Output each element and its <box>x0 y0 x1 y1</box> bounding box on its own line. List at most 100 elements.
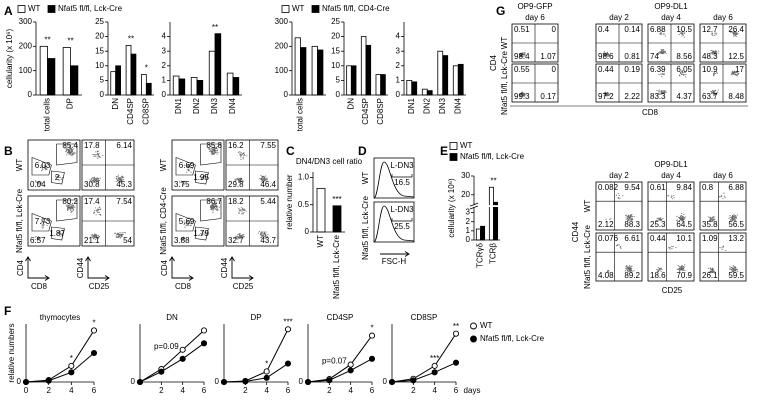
dot-texture <box>656 70 687 95</box>
y-tick-label: 100 <box>275 66 289 75</box>
panel-letter: C <box>286 144 295 158</box>
arrow-head <box>25 256 50 281</box>
quadrant-value: 74 <box>650 52 659 61</box>
plot-frame <box>373 157 415 199</box>
y-axis-label: relative numbers <box>7 323 16 382</box>
y-tick-label: 15 <box>95 46 104 55</box>
dot-texture <box>710 70 740 96</box>
point <box>90 327 98 334</box>
line <box>391 333 457 383</box>
significance: * <box>145 64 148 73</box>
bar <box>437 50 444 96</box>
bar <box>311 45 318 96</box>
quadrant-value: 63.7 <box>702 92 718 101</box>
plot-frame <box>595 232 643 282</box>
dot-texture <box>90 206 127 240</box>
point <box>68 362 75 369</box>
quadrant-value: 0.076 <box>598 234 619 243</box>
bar <box>316 187 326 233</box>
y-tick-label: 3 <box>396 46 401 55</box>
axis-label: CD4 <box>489 54 498 71</box>
quadrant-value: 29.8 <box>228 180 244 189</box>
bar <box>226 72 234 96</box>
bar <box>332 205 342 233</box>
line <box>139 342 205 383</box>
quadrant-value: 48.3 <box>702 52 718 61</box>
row-label: WT <box>500 37 509 50</box>
gate-value: 85.8 <box>206 141 222 150</box>
y-tick-label: 0 <box>17 377 22 386</box>
quadrant-value: 0 <box>552 65 557 74</box>
dot-texture <box>602 51 611 57</box>
y-tick-label: 20 <box>95 32 104 41</box>
gate-value: 25.5 <box>394 222 410 231</box>
y-tick-label: 20 <box>461 190 470 199</box>
y-tick-label: 0 <box>396 90 401 99</box>
bar <box>350 65 357 96</box>
y-tick-label: 5 <box>336 76 341 85</box>
bar <box>214 33 222 96</box>
category-label: DN2 <box>422 97 431 114</box>
quadrant-value: 10.9 <box>702 65 718 74</box>
y-tick-label: 0 <box>299 377 304 386</box>
quadrant-value: 32.7 <box>228 236 244 245</box>
row-label: WT <box>361 172 370 185</box>
x-tick-label: 2 <box>411 386 416 395</box>
column-day: day 2 <box>609 171 629 180</box>
row-label: Nfat5 fl/fl, Lck-Cre <box>583 224 592 289</box>
x-tick-label: 6 <box>454 386 459 395</box>
y-tick-label: 2 <box>466 217 471 226</box>
point <box>136 378 144 386</box>
quadrant-value: 6.14 <box>116 141 132 150</box>
axis-label: CD4 <box>16 259 25 276</box>
point <box>347 361 354 368</box>
gate-value: 6.57 <box>30 236 46 245</box>
line <box>223 329 289 383</box>
quadrant-value: 10.1 <box>676 234 692 243</box>
bar <box>47 58 56 96</box>
category-label: TCRβ <box>489 243 498 264</box>
quadrant-value: 16.2 <box>228 141 244 150</box>
quadrant-value: 10.5 <box>676 25 692 34</box>
category-label: DN1 <box>407 97 416 114</box>
axis-break <box>470 205 500 207</box>
axis-label: CD8 <box>642 108 659 117</box>
quadrant-value: 13.2 <box>728 234 744 243</box>
quadrant-value: 70.9 <box>676 271 692 280</box>
plot-frame <box>699 181 747 231</box>
dot-texture <box>657 30 687 55</box>
quadrant-value: 18.6 <box>650 271 666 280</box>
y-tick-label: 2 <box>162 61 167 70</box>
chart-title: DP <box>250 313 261 322</box>
quadrant-value: 17.8 <box>84 141 100 150</box>
category-label: CD4SP <box>361 98 370 125</box>
quadrant-value: 4.08 <box>598 271 614 280</box>
column-day: day 6 <box>713 171 733 180</box>
axis-label: CD25 <box>233 282 254 291</box>
quadrant-value: 0.51 <box>514 25 530 34</box>
quadrant-value: 8.56 <box>676 52 692 61</box>
axis-arrow <box>27 258 48 279</box>
column-title: OP9-DL1 <box>654 160 688 169</box>
x-tick-label: 6 <box>286 386 291 395</box>
y-tick-label: 10 <box>331 61 340 70</box>
y-tick-label: 0 <box>305 227 310 236</box>
point <box>263 374 270 381</box>
quadrant-value: 0.4 <box>598 25 610 34</box>
dot-texture <box>89 150 125 184</box>
quadrant-value: 35.8 <box>702 220 718 229</box>
line <box>223 363 289 383</box>
y-tick-label: 0 <box>383 377 388 386</box>
category-label: DN1 <box>174 97 183 114</box>
point <box>263 368 270 375</box>
histogram <box>373 161 415 199</box>
bar <box>421 88 428 96</box>
quadrant-value: 0 <box>552 25 557 34</box>
dot-texture <box>605 193 635 222</box>
x-tick-label: 4 <box>432 386 437 395</box>
quadrant-value: 17.4 <box>84 197 100 206</box>
chart-title: DN <box>166 313 178 322</box>
significance: *** <box>332 195 341 204</box>
column-day: day 6 <box>713 13 733 22</box>
point <box>452 330 460 337</box>
